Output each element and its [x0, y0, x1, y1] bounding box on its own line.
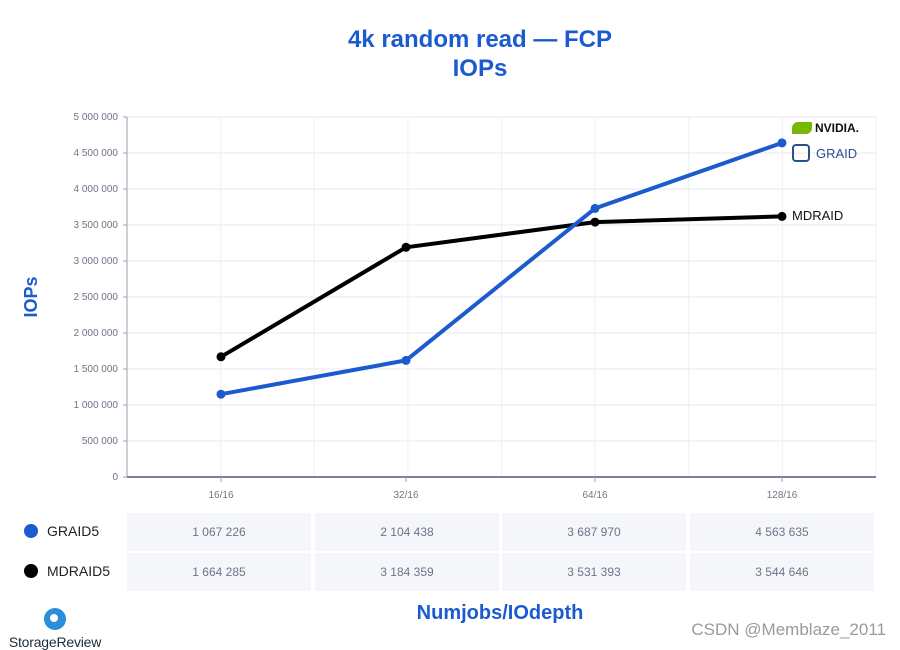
table-cell: 1 664 285 [127, 553, 311, 591]
series-line-mdraid5 [219, 214, 784, 359]
nvidia-eye-icon [792, 122, 812, 134]
line-chart: 0 500 000 1 000 000 1 500 000 2 000 000 2 500… [74, 112, 877, 501]
legend-mdraid5: MDRAID5 [24, 563, 110, 579]
y-tick-label: 500 000 [82, 436, 119, 447]
x-axis-label: Numjobs/IOdepth [416, 602, 584, 624]
nvidia-logo: NVIDIA. [792, 121, 859, 135]
x-tick-label: 16/16 [208, 490, 233, 501]
table-cell: 3 184 359 [315, 553, 499, 591]
table-cell: 4 563 635 [690, 513, 874, 551]
data-point-mdraid5 [216, 352, 226, 362]
storagereview-logo: StorageReview [0, 608, 110, 650]
x-tick-label: 128/16 [767, 490, 798, 501]
table-cell: 3 544 646 [690, 553, 874, 591]
mdraid-series-annotation: MDRAID [792, 208, 844, 223]
table-cell: 3 687 970 [502, 513, 686, 551]
watermark: CSDN @Memblaze_2011 [691, 620, 886, 639]
y-tick-label: 3 000 000 [74, 256, 119, 267]
table-cell: 1 067 226 [127, 513, 311, 551]
x-tick-label: 32/16 [393, 490, 418, 501]
y-tick-label: 1 500 000 [74, 364, 119, 375]
table-row-mdraid5: MDRAID5 1 664 285 3 184 359 3 531 393 3 … [0, 553, 880, 591]
graid-logo: GRAID [792, 144, 857, 162]
y-tick-label: 4 500 000 [74, 148, 119, 159]
x-tick-label: 64/16 [582, 490, 607, 501]
legend-graid5-label: GRAID5 [47, 523, 100, 539]
y-tick-label: 1 000 000 [74, 400, 119, 411]
table-cell: 3 531 393 [502, 553, 686, 591]
graid-stack-icon [792, 144, 810, 162]
data-point-graid5 [401, 355, 411, 365]
table-row-graid5: GRAID5 1 067 226 2 104 438 3 687 970 4 5… [0, 513, 880, 551]
chart-subtitle: IOPs [452, 55, 508, 82]
graid5-dot-icon [24, 524, 38, 538]
legend-mdraid5-label: MDRAID5 [47, 563, 111, 579]
y-tick-label: 5 000 000 [74, 112, 119, 123]
y-tick-label: 3 500 000 [74, 220, 119, 231]
data-point-mdraid5 [590, 217, 600, 227]
graid-logo-text: GRAID [816, 145, 858, 161]
data-point-graid5 [777, 138, 787, 148]
chart-title: 4k random read — FCP [347, 26, 613, 53]
y-tick-label: 0 [112, 472, 118, 483]
storagereview-icon [44, 608, 66, 630]
y-tick-label: 4 000 000 [74, 184, 119, 195]
series-line-graid5 [219, 140, 784, 397]
legend-graid5: GRAID5 [24, 523, 99, 539]
data-point-graid5 [216, 389, 226, 399]
y-tick-label: 2 000 000 [74, 328, 119, 339]
data-point-mdraid5 [401, 242, 411, 252]
table-cell: 2 104 438 [315, 513, 499, 551]
storagereview-logo-text: StorageReview [8, 634, 102, 650]
nvidia-logo-text: NVIDIA. [815, 121, 860, 135]
data-point-mdraid5 [777, 211, 787, 221]
y-tick-label: 2 500 000 [74, 292, 119, 303]
mdraid5-dot-icon [24, 564, 38, 578]
data-point-graid5 [590, 203, 600, 213]
